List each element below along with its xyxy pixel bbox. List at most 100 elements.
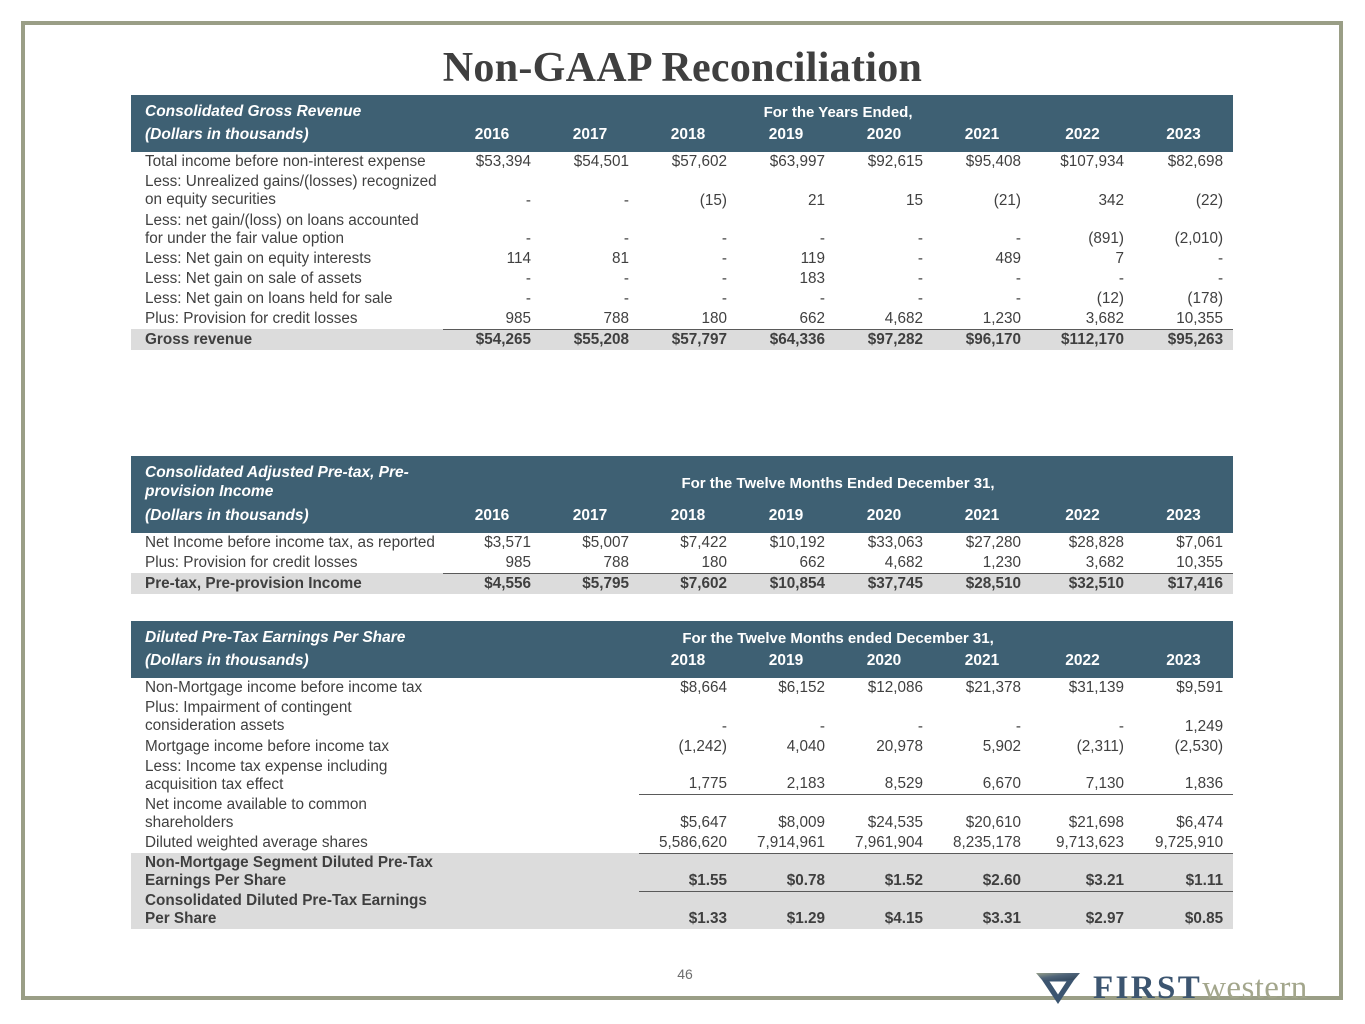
row-value: $4,556 [443,573,541,594]
company-logo: FIRST western [1035,962,1308,1014]
row-value: 9,725,910 [1134,832,1234,854]
page-number: 46 [677,966,693,982]
row-value: (22) [1195,191,1224,209]
row-value: $3.21 [1031,853,1134,892]
row-label: Net Income before income tax, as reporte… [145,533,435,551]
row-value: 4,040 [786,737,825,755]
row-value: - [1015,269,1021,287]
row-label: Total income before non-interest expense [145,153,426,171]
table-row: Non-Mortgage Segment Diluted Pre-Tax Ear… [131,853,1234,892]
column-header-year-2016: 2016 [443,124,541,153]
column-header-year-2022: 2022 [1031,650,1134,679]
row-value: 119 [800,249,825,267]
row-value: - [917,717,923,735]
table-row: Consolidated Diluted Pre-Tax Earnings Pe… [131,891,1234,930]
table-consolidated-gross-revenue: Consolidated Gross Revenue For the Years … [131,95,1234,350]
row-value [443,698,541,736]
row-value [443,678,541,698]
table-header-band-title: Diluted Pre-Tax Earnings Per Share For th… [131,621,1234,651]
row-value [541,795,639,833]
column-header-year-2023: 2023 [1134,504,1233,533]
table-row: Total income before non-interest expense… [131,152,1233,172]
row-label: Net income available to common sharehold… [145,795,367,831]
row-value: $21,378 [965,679,1021,697]
row-value: $54,501 [573,153,629,171]
row-label: Non-Mortgage Segment Diluted Pre-Tax Ear… [131,853,443,892]
row-value: - [819,289,825,307]
row-value: 3,682 [1031,308,1134,330]
row-value: - [721,229,727,247]
table-row: Less: net gain/(loss) on loans accounted… [131,211,1233,249]
row-value: 20,978 [876,737,923,755]
row-value: $8,009 [778,813,825,831]
page-title: Non-GAAP Reconciliation [442,45,923,91]
row-value: $95,408 [965,153,1021,171]
table-units-label: (Dollars in thousands) [131,650,443,679]
table-row: Plus: Impairment of contingent considera… [131,698,1233,736]
row-value: 7,914,961 [737,832,835,854]
row-label: Consolidated Diluted Pre-Tax Earnings Pe… [131,891,443,930]
row-value: 1,230 [933,552,1031,574]
row-value: - [525,191,531,209]
row-label: Less: Net gain on loans held for sale [145,289,393,307]
row-value: 5,586,620 [639,832,737,854]
row-value: $1.33 [639,891,737,930]
row-value: 183 [799,269,825,287]
row-value: $3.31 [933,891,1031,930]
row-value: 7,961,904 [835,832,933,854]
footer-rule [26,996,1011,1000]
logo-text-western: western [1202,969,1308,1006]
row-label: Less: Net gain on equity interests [145,249,372,267]
row-value: $28,828 [1068,533,1124,551]
row-value: 662 [737,552,835,574]
row-value: $6,474 [1176,813,1224,831]
row-value: $57,797 [639,329,737,350]
row-value [541,853,639,892]
row-value [443,853,541,892]
row-label: Gross revenue [131,329,443,350]
row-value [443,833,541,854]
table-header-band-title: Consolidated Adjusted Pre-tax, Pre-provi… [131,456,1233,505]
row-value: $31,139 [1068,679,1124,697]
row-value: - [1015,289,1021,307]
row-value: 2,183 [737,756,835,796]
table-section-title: Consolidated Adjusted Pre-tax, Pre-provi… [131,456,443,505]
row-value [541,891,639,930]
row-value: 15 [905,191,923,209]
row-value: $5,795 [541,573,639,594]
row-value: - [623,269,629,287]
column-header-year-2019: 2019 [737,504,835,533]
row-value: 114 [506,249,531,267]
table-row: Less: Net gain on loans held for sale - - -… [131,289,1233,309]
row-value: (21) [993,191,1021,209]
row-value: $53,394 [475,153,531,171]
row-label: Less: Unrealized gains/(losses) recogniz… [145,173,437,209]
row-value: $21,698 [1068,813,1124,831]
table-period-caption: For the Years Ended, [443,95,1234,125]
row-value: $3,571 [484,533,531,551]
column-header-year-2017: 2017 [541,124,639,153]
table-row: Non-Mortgage income before income tax $8,… [131,678,1233,698]
row-value: - [1015,229,1021,247]
row-value: $57,602 [671,153,727,171]
table-period-caption: For the Twelve Months ended December 31, [443,621,1234,651]
row-value: 1,230 [933,308,1031,330]
row-value: 8,529 [835,756,933,796]
row-value: 788 [541,308,639,330]
row-value: 4,682 [835,552,933,574]
table-header-band-years: (Dollars in thousands) 2016 2017 2018 2019 20… [131,124,1234,153]
row-value: (2,010) [1174,229,1224,247]
table-row: Gross revenue $54,265 $55,208 $57,797 $64,33… [131,329,1234,350]
row-value [541,678,639,698]
table-period-caption: For the Twelve Months Ended December 31, [443,456,1233,505]
row-value: $2.97 [1031,891,1134,930]
column-header-year-2016: 2016 [443,504,541,533]
table-section-title: Diluted Pre-Tax Earnings Per Share [131,621,443,651]
column-header-year-2019: 2019 [737,124,835,153]
row-value: 4,682 [835,308,933,330]
row-label: Pre-tax, Pre-provision Income [131,573,443,594]
table-row: Less: Unrealized gains/(losses) recogniz… [131,172,1233,210]
row-value [541,833,639,854]
row-value: $4.15 [835,891,933,930]
row-value: 180 [639,308,737,330]
